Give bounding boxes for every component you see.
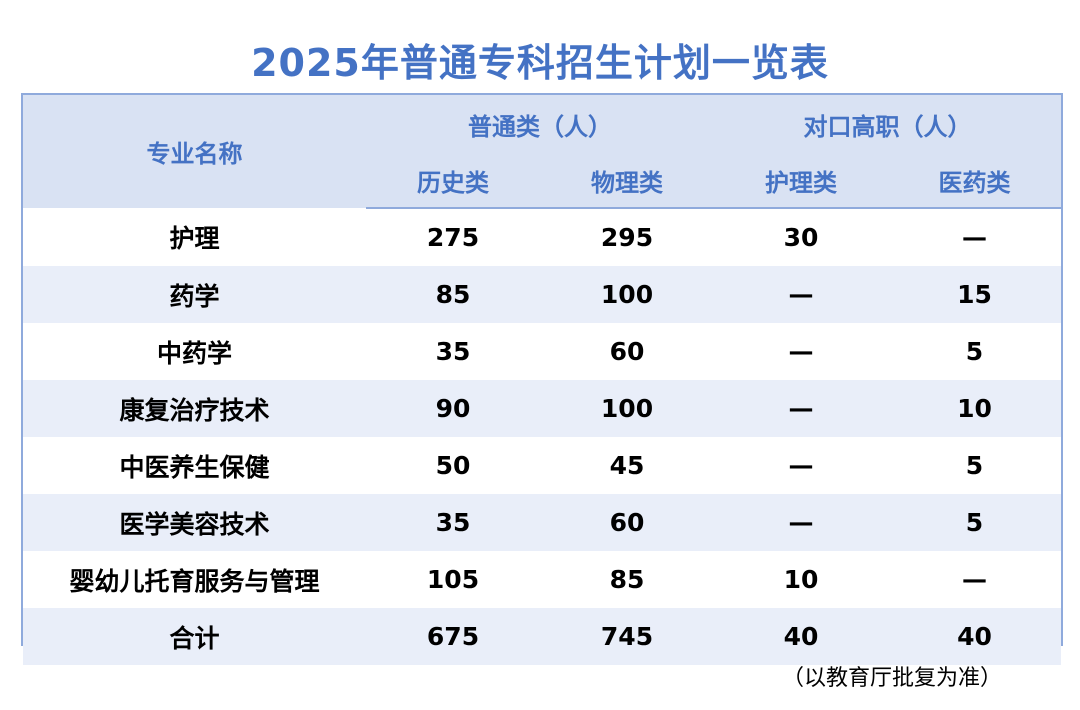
cell-history: 90 [366, 380, 540, 437]
cell-major-name: 医学美容技术 [23, 494, 366, 551]
cell-nursing: — [714, 437, 888, 494]
header-group-general: 普通类（人） [366, 95, 714, 153]
footnote: （以教育厅批复为准） [781, 666, 1002, 691]
table-body: 护理 275 295 30 — 药学 85 100 — 15 中药学 35 60… [23, 208, 1061, 665]
cell-medicine: 40 [888, 608, 1061, 665]
cell-nursing: 10 [714, 551, 888, 608]
header-physics: 物理类 [540, 153, 714, 209]
cell-medicine: 5 [888, 494, 1061, 551]
cell-physics: 295 [540, 208, 714, 266]
cell-nursing: — [714, 494, 888, 551]
table-row: 药学 85 100 — 15 [23, 266, 1061, 323]
table-row: 医学美容技术 35 60 — 5 [23, 494, 1061, 551]
cell-major-name: 护理 [23, 208, 366, 266]
cell-physics: 745 [540, 608, 714, 665]
cell-nursing: — [714, 323, 888, 380]
cell-nursing: — [714, 266, 888, 323]
table-row: 中药学 35 60 — 5 [23, 323, 1061, 380]
cell-history: 85 [366, 266, 540, 323]
header-medicine: 医药类 [888, 153, 1061, 209]
table-row-total: 合计 675 745 40 40 [23, 608, 1061, 665]
header-nursing: 护理类 [714, 153, 888, 209]
cell-physics: 60 [540, 494, 714, 551]
cell-medicine: 10 [888, 380, 1061, 437]
cell-history: 35 [366, 323, 540, 380]
cell-history: 675 [366, 608, 540, 665]
table: 专业名称 普通类（人） 对口高职（人） 历史类 物理类 护理类 医药类 护理 2… [23, 95, 1061, 665]
header-history: 历史类 [366, 153, 540, 209]
cell-nursing: 40 [714, 608, 888, 665]
header-group-vocational: 对口高职（人） [714, 95, 1061, 153]
table-row: 护理 275 295 30 — [23, 208, 1061, 266]
cell-physics: 100 [540, 380, 714, 437]
cell-major-name: 中医养生保健 [23, 437, 366, 494]
cell-history: 275 [366, 208, 540, 266]
table-header: 专业名称 普通类（人） 对口高职（人） 历史类 物理类 护理类 医药类 [23, 95, 1061, 209]
cell-medicine: 5 [888, 437, 1061, 494]
table-row: 康复治疗技术 90 100 — 10 [23, 380, 1061, 437]
cell-nursing: — [714, 380, 888, 437]
cell-physics: 85 [540, 551, 714, 608]
cell-medicine: 5 [888, 323, 1061, 380]
table-row: 婴幼儿托育服务与管理 105 85 10 — [23, 551, 1061, 608]
cell-major-name: 中药学 [23, 323, 366, 380]
cell-history: 35 [366, 494, 540, 551]
cell-medicine: — [888, 208, 1061, 266]
cell-history: 50 [366, 437, 540, 494]
cell-major-name: 婴幼儿托育服务与管理 [23, 551, 366, 608]
cell-major-name: 药学 [23, 266, 366, 323]
cell-nursing: 30 [714, 208, 888, 266]
cell-medicine: 15 [888, 266, 1061, 323]
page-title: 2025年普通专科招生计划一览表 [251, 41, 829, 85]
cell-history: 105 [366, 551, 540, 608]
header-major-name: 专业名称 [23, 95, 366, 208]
cell-physics: 60 [540, 323, 714, 380]
table-row: 中医养生保健 50 45 — 5 [23, 437, 1061, 494]
cell-physics: 45 [540, 437, 714, 494]
cell-medicine: — [888, 551, 1061, 608]
cell-major-name: 合计 [23, 608, 366, 665]
enrollment-plan-table: 专业名称 普通类（人） 对口高职（人） 历史类 物理类 护理类 医药类 护理 2… [21, 93, 1063, 665]
cell-physics: 100 [540, 266, 714, 323]
cell-major-name: 康复治疗技术 [23, 380, 366, 437]
